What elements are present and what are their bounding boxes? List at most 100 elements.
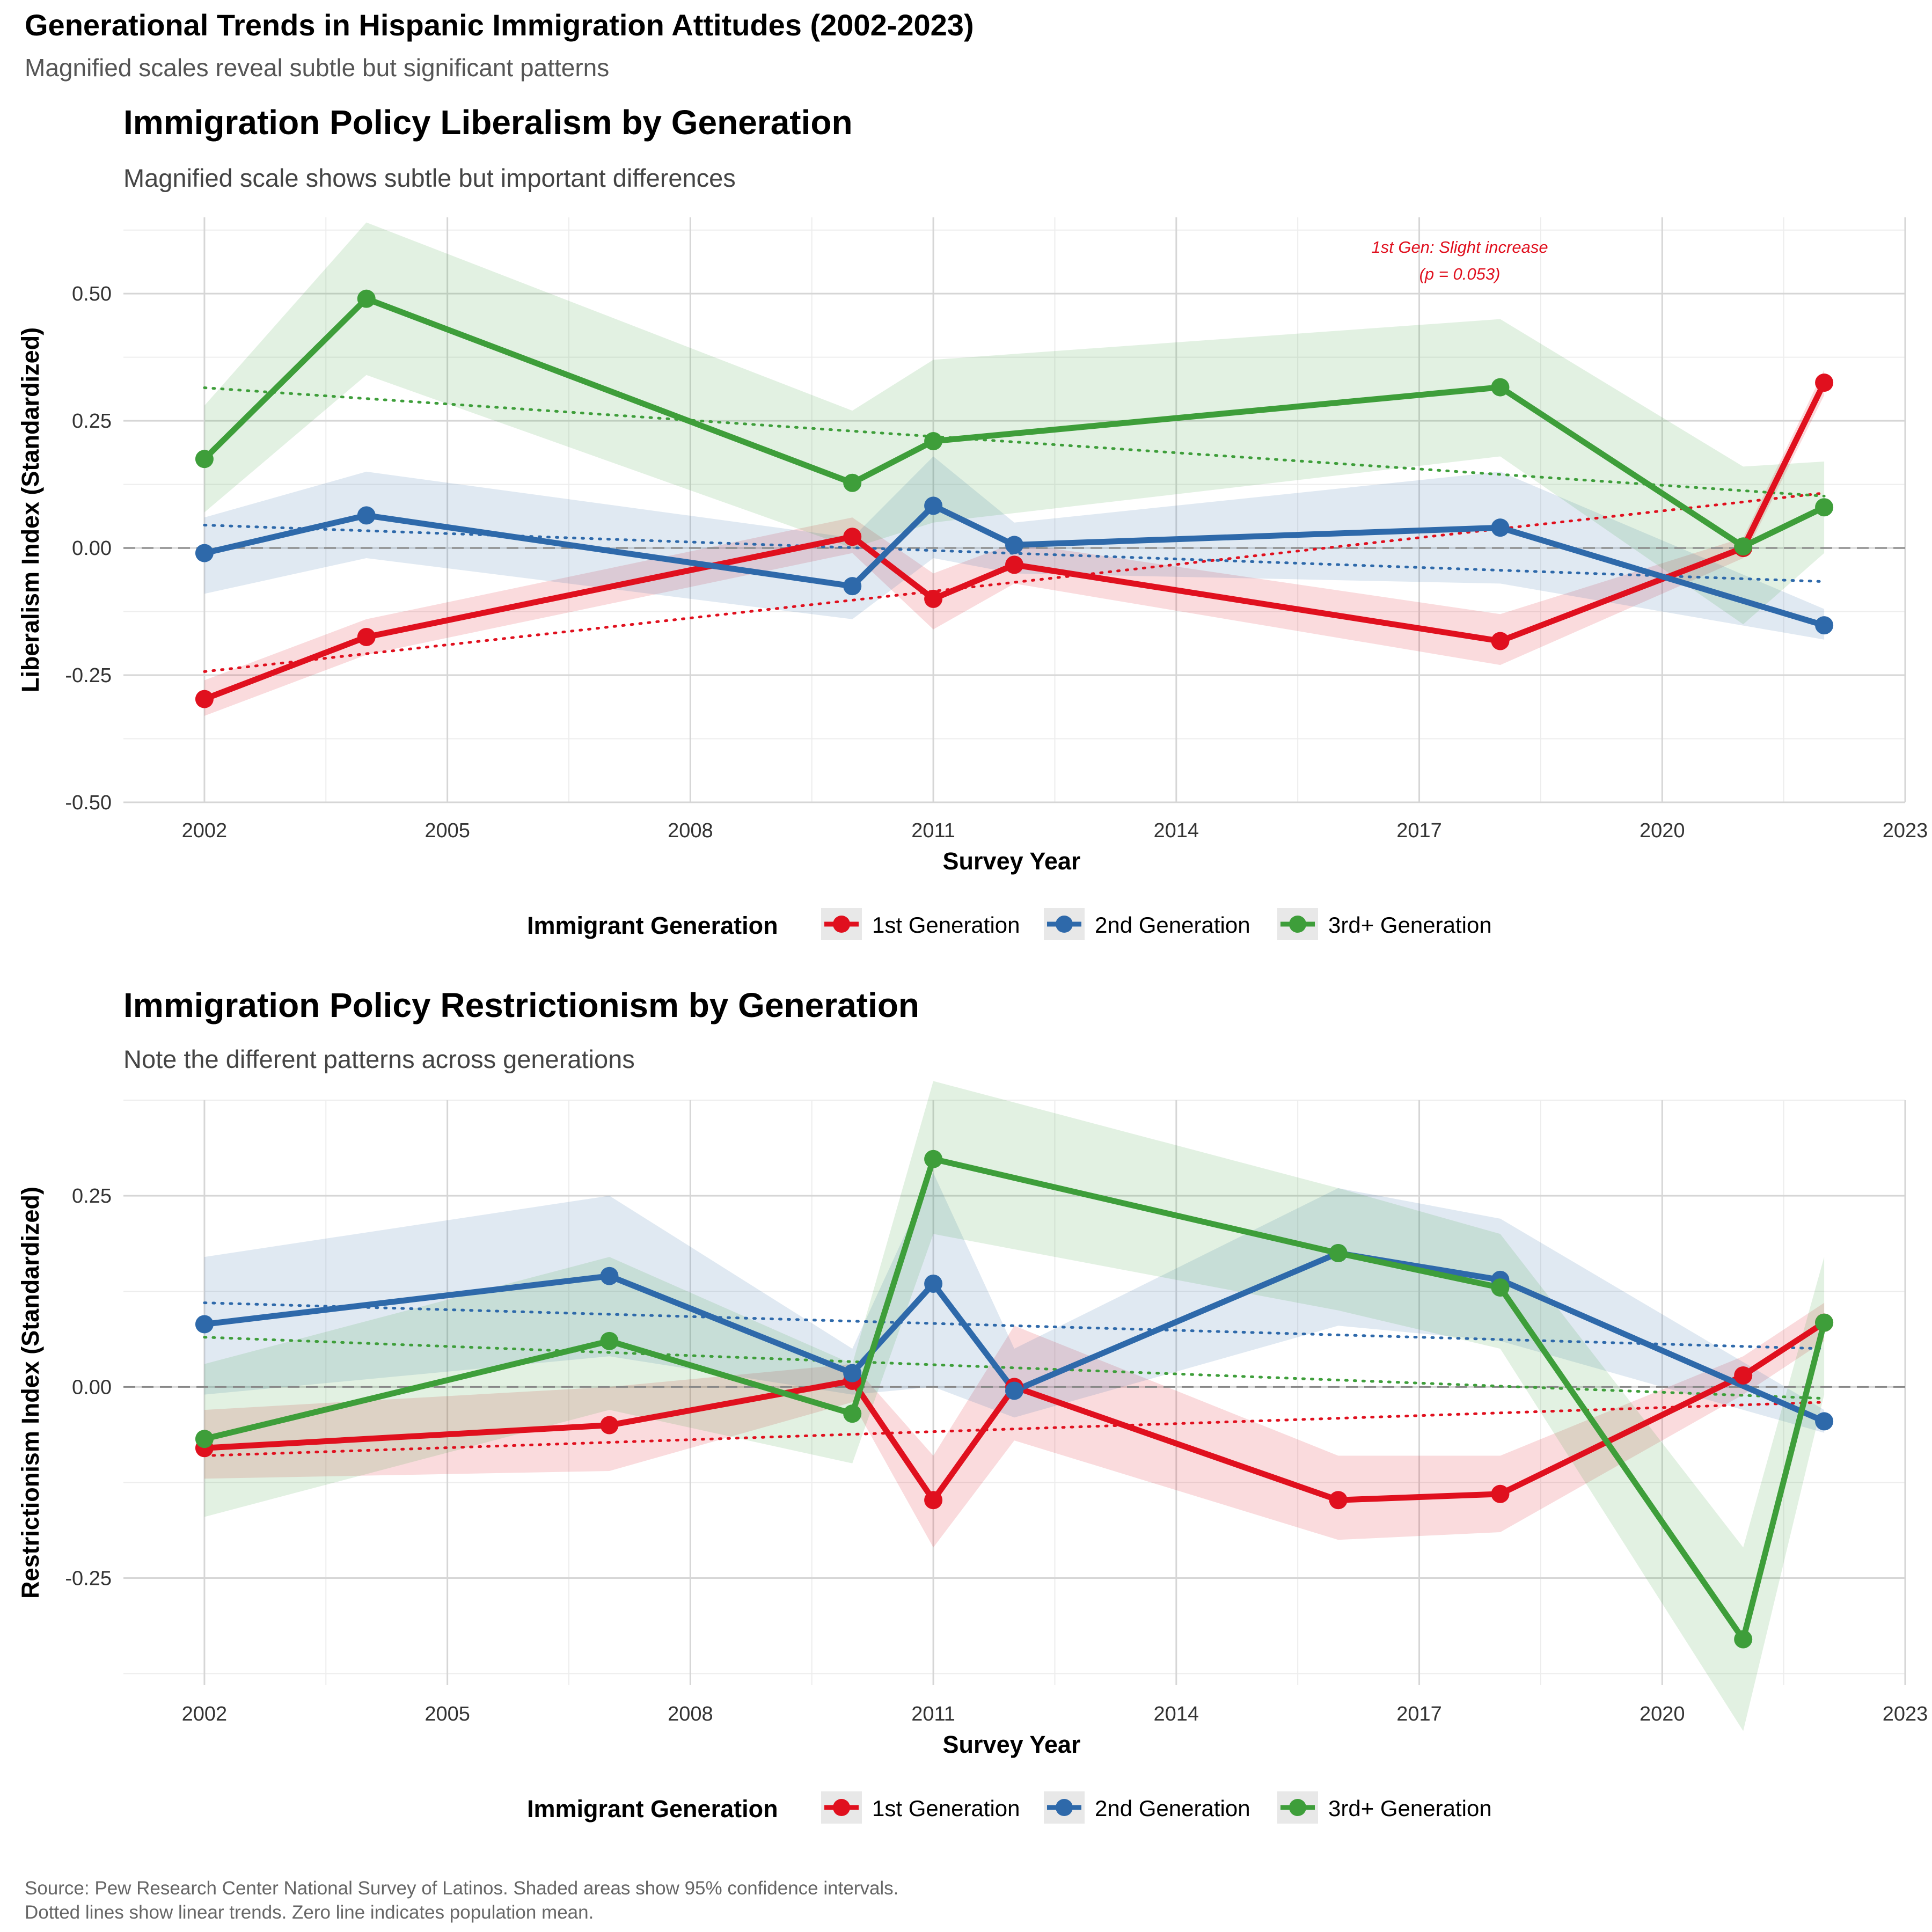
data-point-second (843, 577, 862, 596)
legend: Immigrant Generation 1st Generation 2nd Ge… (527, 1791, 1492, 1824)
y-axis-label: Restrictionism Index (Standardized) (17, 1187, 44, 1599)
data-point-second (1491, 518, 1510, 537)
data-point-second (843, 1364, 862, 1382)
trend-line-third (203, 1336, 1826, 1400)
data-point-second (924, 1274, 943, 1293)
x-tick-label: 2023 (1883, 819, 1928, 842)
data-point-second (1005, 536, 1023, 554)
data-point-first (924, 1491, 943, 1510)
legend-item-label: 1st Generation (872, 1796, 1020, 1821)
y-tick-label: -0.25 (65, 664, 112, 687)
x-tick-label: 2017 (1396, 1703, 1442, 1725)
x-tick-label: 2014 (1154, 1703, 1199, 1725)
panel-subtitle: Note the different patterns across gener… (123, 1045, 635, 1073)
panel-title: Immigration Policy Liberalism by Generat… (123, 103, 853, 142)
y-tick-label: 0.00 (72, 537, 112, 560)
data-point-first (843, 528, 862, 546)
data-point-third (600, 1331, 619, 1350)
x-tick-label: 2014 (1154, 819, 1199, 842)
data-point-third (1491, 1278, 1510, 1297)
y-tick-label: 0.25 (72, 1185, 112, 1208)
caption-line-2: Dotted lines show linear trends. Zero li… (25, 1902, 594, 1923)
data-point-second (195, 1315, 214, 1334)
legend: Immigrant Generation 1st Generation 2nd Ge… (527, 908, 1492, 940)
y-tick-label: 0.50 (72, 283, 112, 305)
trend-line-first (203, 492, 1826, 673)
x-tick-label: 2005 (425, 819, 470, 842)
series-line-second (201, 1250, 1827, 1424)
data-point-first (924, 589, 943, 608)
data-point-first (1491, 1484, 1510, 1503)
x-tick-label: 2020 (1640, 1703, 1685, 1725)
data-point-third (357, 289, 376, 308)
x-tick-label: 2002 (182, 819, 228, 842)
data-point-third (1734, 1630, 1753, 1649)
x-tick-label: 2005 (425, 1703, 470, 1725)
data-point-third (843, 473, 862, 492)
x-tick-label: 2020 (1640, 819, 1685, 842)
data-point-third (195, 1430, 214, 1448)
legend-item-label: 1st Generation (872, 912, 1020, 938)
y-tick-label: -0.50 (65, 792, 112, 814)
data-point-third (924, 432, 943, 451)
data-point-first (1815, 374, 1834, 392)
x-tick-label: 2023 (1883, 1703, 1928, 1725)
data-point-second (1815, 1412, 1834, 1431)
data-point-first (1005, 555, 1023, 574)
data-point-third (1491, 378, 1510, 397)
trend-line-first (203, 1401, 1826, 1458)
caption-line-1: Source: Pew Research Center National Sur… (25, 1878, 898, 1899)
y-axis-label: Liberalism Index (Standardized) (17, 327, 44, 692)
trend-line-second (203, 523, 1826, 583)
figure-title: Generational Trends in Hispanic Immigrat… (25, 8, 974, 42)
data-point-second (1005, 1381, 1023, 1400)
ci-band-third (204, 1081, 1825, 1731)
y-tick-label: 0.00 (72, 1376, 112, 1399)
data-point-first (600, 1416, 619, 1435)
data-point-third (195, 450, 214, 469)
panel-subtitle: Magnified scale shows subtle but importa… (123, 164, 736, 192)
legend-title: Immigrant Generation (527, 912, 778, 939)
legend-key-point (1289, 916, 1306, 933)
x-axis-label: Survey Year (943, 847, 1081, 875)
legend-item-label: 2nd Generation (1095, 1796, 1250, 1821)
data-point-third (924, 1150, 943, 1168)
annotation-line-1: 1st Gen: Slight increase (1371, 238, 1548, 257)
legend-item-label: 3rd+ Generation (1328, 1796, 1492, 1821)
panel-title: Immigration Policy Restrictionism by Gen… (123, 986, 919, 1024)
data-point-third (1815, 1313, 1834, 1332)
x-tick-label: 2002 (182, 1703, 228, 1725)
legend-key-point (1289, 1799, 1306, 1816)
annotation-line-2: (p = 0.053) (1419, 265, 1501, 283)
y-tick-label: 0.25 (72, 410, 112, 433)
panel-1: Immigration Policy Liberalism by Generat… (17, 103, 1928, 940)
data-point-third (1815, 498, 1834, 517)
x-tick-label: 2011 (911, 1703, 955, 1725)
data-point-third (1734, 537, 1753, 556)
x-tick-label: 2011 (911, 819, 955, 842)
ci-band-third (204, 222, 1825, 625)
data-point-third (843, 1404, 862, 1423)
data-point-first (1734, 1366, 1753, 1385)
panel-2: Immigration Policy Restrictionism by Gen… (17, 986, 1928, 1824)
legend-key-point (1056, 916, 1073, 933)
data-point-first (195, 690, 214, 708)
ci-band-second (204, 1173, 1825, 1433)
data-point-first (357, 627, 376, 646)
data-point-first (1491, 632, 1510, 650)
x-tick-label: 2017 (1396, 819, 1442, 842)
legend-key-point (833, 916, 850, 933)
data-point-second (195, 544, 214, 562)
series-line-first (201, 379, 1827, 702)
legend-item-label: 2nd Generation (1095, 912, 1250, 938)
x-tick-label: 2008 (668, 819, 713, 842)
ci-band-first (204, 1302, 1825, 1548)
legend-item-label: 3rd+ Generation (1328, 912, 1492, 938)
legend-key-point (833, 1799, 850, 1816)
data-point-first (1329, 1491, 1348, 1510)
data-point-second (924, 496, 943, 515)
x-axis-label: Survey Year (943, 1731, 1081, 1758)
trend-line-second (203, 1301, 1826, 1350)
